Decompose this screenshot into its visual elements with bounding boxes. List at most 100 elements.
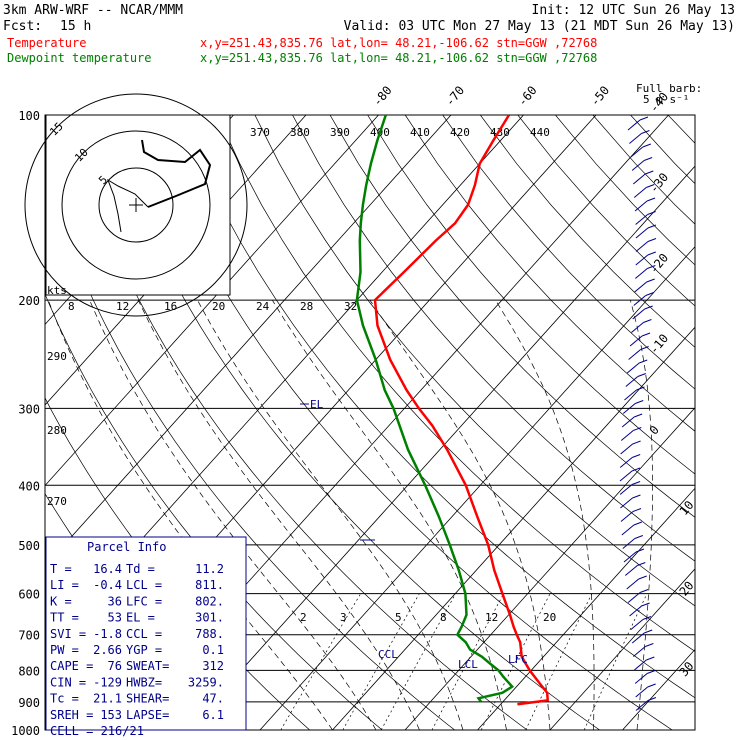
- pressure-tick-label: 600: [18, 588, 40, 602]
- wind-barb-feather: [635, 548, 645, 553]
- parcel-info-key: LCL =: [126, 578, 162, 592]
- barb-scale-title: Full barb:: [636, 82, 702, 95]
- parcel-info-key: Tc =: [50, 692, 79, 706]
- wind-barb: [634, 659, 647, 671]
- parcel-info-key: SVI =: [50, 627, 86, 641]
- legend-dewpoint-label: Dewpoint temperature: [7, 51, 152, 65]
- wind-barb-feather: [643, 157, 653, 161]
- temperature-profile: [373, 115, 550, 706]
- theta-e-label: 440: [530, 126, 550, 139]
- wind-barb-feather: [644, 305, 653, 310]
- wind-barb: [619, 484, 633, 495]
- wind-barb-feather: [635, 400, 644, 404]
- wind-barb-feather: [647, 238, 657, 242]
- model-title: 3km ARW-WRF -- NCAR/MMM: [3, 3, 183, 18]
- pressure-tick-label: 300: [18, 402, 40, 416]
- wind-barb: [624, 565, 638, 576]
- pressure-tick-label: 700: [18, 629, 40, 643]
- legend-temperature-label: Temperature: [7, 36, 86, 50]
- wind-speed-label: 12: [116, 300, 129, 313]
- dry-adiabat-line: [329, 115, 695, 518]
- wind-barb-feather: [647, 211, 656, 215]
- parcel-info-value: 53: [108, 611, 122, 625]
- moist-adiabat-line: [630, 300, 653, 730]
- temperature-tick-label: -70: [443, 83, 468, 109]
- dry-adiabat-line: [292, 115, 695, 562]
- parcel-info-key: T =: [50, 562, 72, 576]
- parcel-info-key: SREH =: [50, 708, 93, 722]
- ccl-label: CCL: [378, 648, 398, 661]
- parcel-info-value: 0.1: [202, 643, 224, 657]
- wind-barb-feather: [632, 454, 641, 458]
- wind-barb-feather: [641, 130, 650, 134]
- parcel-info-value: 76: [108, 659, 122, 673]
- moist-adiabat-line: [89, 299, 377, 730]
- hodograph-trace-low: [107, 178, 149, 233]
- moist-adiabat-line: [197, 299, 464, 730]
- wind-barb: [631, 632, 645, 644]
- barb-scale-unit: 5 m s⁻¹: [643, 93, 689, 106]
- pressure-tick-label: 200: [18, 294, 40, 308]
- dry-adiabat-line: [667, 115, 695, 144]
- mixing-ratio-line: [342, 593, 420, 730]
- dry-adiabat-line: [254, 115, 695, 607]
- wind-barb: [620, 430, 634, 441]
- wind-barb: [628, 349, 641, 360]
- parcel-info-value: -0.4: [93, 578, 122, 592]
- mixing-ratio-label: 2: [300, 611, 307, 624]
- parcel-info-title: Parcel Info: [87, 540, 166, 554]
- wind-barb: [620, 497, 633, 509]
- dry-adiabat-line: [555, 115, 695, 266]
- temperature-tick-label: -30: [647, 170, 672, 196]
- dry-adiabat-line: [630, 115, 695, 185]
- wind-barb: [635, 686, 648, 698]
- wind-barb-feather: [639, 116, 649, 121]
- dry-adiabat-line: [517, 115, 695, 307]
- parcel-info-key: Td =: [126, 562, 155, 576]
- mixing-ratio-label: 20: [543, 611, 556, 624]
- wind-barb: [623, 551, 637, 563]
- wind-barb: [626, 362, 640, 374]
- wind-barb-feather: [639, 359, 648, 364]
- parcel-info-value: 21.1: [93, 692, 122, 706]
- wind-barb: [635, 214, 648, 225]
- wind-barb: [620, 511, 634, 522]
- moist-adiabat-line: [137, 299, 420, 730]
- dry-adiabat-line: [141, 115, 673, 730]
- parcel-info-value: 36: [108, 594, 122, 608]
- parcel-info-key: SWEAT=: [126, 659, 169, 673]
- parcel-info-key: CAPE =: [50, 659, 93, 673]
- wind-barb: [626, 578, 640, 590]
- dry-adiabat-line: [592, 115, 695, 225]
- dry-adiabat-line: [404, 115, 695, 432]
- wind-barb: [622, 403, 636, 414]
- wind-barb: [633, 295, 647, 306]
- wind-barb: [633, 646, 646, 657]
- wind-barb: [634, 673, 648, 684]
- mixing-ratio-line: [583, 593, 648, 730]
- isotherm-line: [259, 246, 695, 730]
- wind-barb-feather: [631, 481, 641, 485]
- parcel-info-key: CIN =: [50, 675, 86, 689]
- wind-barb: [635, 227, 649, 239]
- mixing-ratio-line: [525, 593, 593, 730]
- pressure-tick-label: 500: [18, 539, 40, 553]
- wind-barb-feather: [637, 562, 646, 566]
- wind-barb-feather: [646, 197, 656, 202]
- isotherm-line: [549, 568, 695, 730]
- wind-barb: [635, 268, 648, 279]
- isotherm-line: [404, 407, 695, 730]
- parcel-info-value: 301.: [195, 611, 224, 625]
- temperature-tick-label: -80: [370, 83, 395, 109]
- wind-barb: [622, 538, 636, 549]
- parcel-info-value: 153: [100, 708, 122, 722]
- isotherm-line: [187, 165, 695, 730]
- wind-barb-feather: [633, 413, 643, 418]
- wind-barb: [630, 619, 644, 630]
- isotherm-line: [45, 115, 379, 487]
- wind-barb-feather: [642, 143, 651, 148]
- parcel-info-value: -129: [93, 675, 122, 689]
- wind-barb: [629, 335, 643, 347]
- wind-speed-label: 20: [212, 300, 225, 313]
- lfc-label: LFC: [508, 653, 528, 666]
